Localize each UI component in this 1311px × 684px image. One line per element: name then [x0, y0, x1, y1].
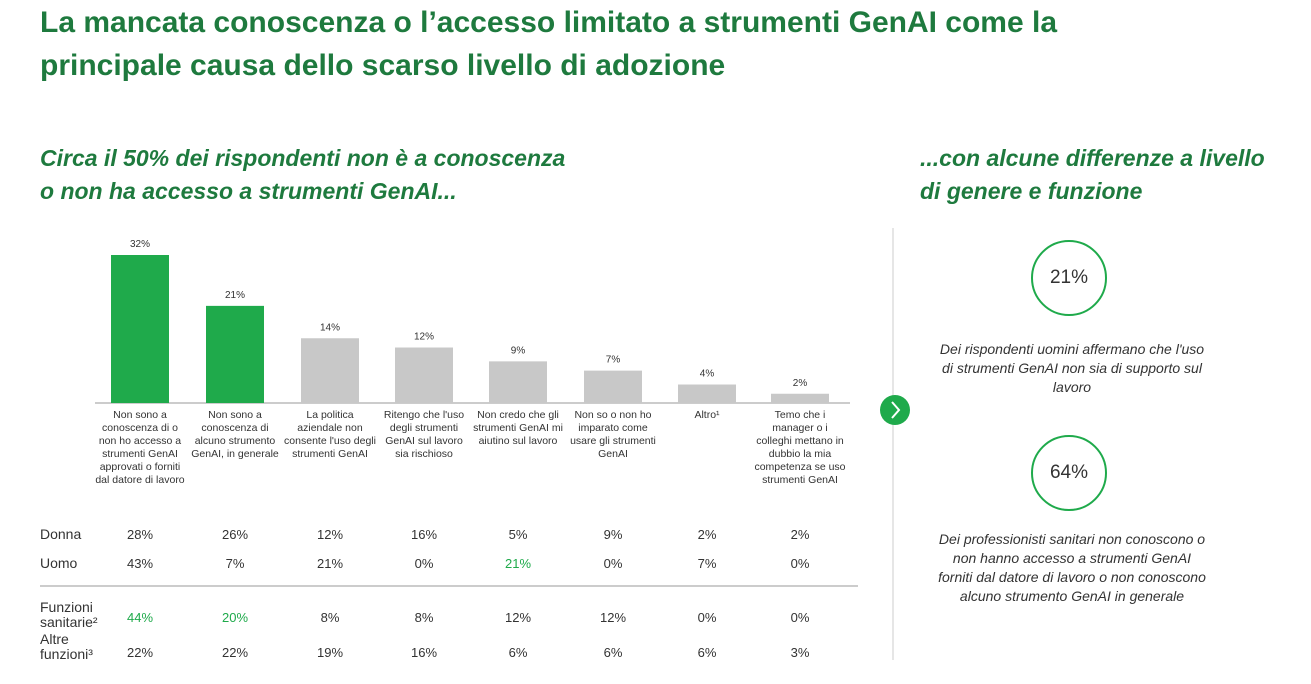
category-label: Altro¹ [694, 409, 720, 421]
right-heading: di genere e funzione [920, 178, 1143, 204]
table-cell: 7% [225, 556, 245, 571]
table-cell: 0% [790, 556, 810, 571]
bar [206, 305, 264, 403]
table-cell: 2% [697, 527, 717, 542]
table-cell: 12% [504, 610, 532, 625]
arrow-icon [891, 401, 901, 419]
row-label: Uomo [40, 555, 78, 571]
table-cell: 0% [697, 610, 717, 625]
value-label: 14% [320, 322, 340, 333]
left-heading: o non ha accesso a strumenti GenAI... [40, 178, 457, 204]
bar [111, 255, 169, 403]
value-label: 12% [414, 332, 434, 343]
right-heading: ...con alcune differenze a livello [920, 145, 1265, 171]
table-cell: 16% [410, 527, 438, 542]
table-cell: 21% [316, 556, 344, 571]
category-label: Temo che i manager o i colleghi mettano … [754, 409, 846, 486]
table-cell: 8% [414, 610, 434, 625]
title: principale causa dello scarso livello di… [40, 49, 726, 82]
row-label: Donna [40, 526, 82, 542]
table-cell: 16% [410, 645, 438, 660]
table-cell: 21% [504, 556, 532, 571]
stat-circle: 64% [1031, 435, 1107, 511]
table-cell: 2% [790, 527, 810, 542]
category-label: Non so o non ho imparato come usare gli … [570, 409, 656, 460]
bar [771, 393, 829, 403]
table-cell: 0% [790, 610, 810, 625]
table-cell: 28% [126, 527, 154, 542]
value-label: 32% [130, 239, 150, 250]
value-label: 4% [700, 369, 715, 380]
table-cell: 5% [508, 527, 528, 542]
bar [584, 370, 642, 403]
bar [678, 384, 736, 403]
bar [301, 338, 359, 403]
bar [395, 347, 453, 403]
value-label: 7% [606, 355, 621, 366]
category-label: Ritengo che l'uso degli strumenti GenAI … [383, 409, 465, 460]
table-cell: 8% [320, 610, 340, 625]
table-cell: 3% [790, 645, 810, 660]
table-cell: 6% [697, 645, 717, 660]
table-cell: 12% [599, 610, 627, 625]
value-label: 21% [225, 290, 245, 301]
table-cell: 0% [603, 556, 623, 571]
category-label: Non sono a conoscenza di o non ho access… [95, 409, 185, 486]
table-cell: 44% [126, 610, 154, 625]
table-cell: 22% [221, 645, 249, 660]
stat-text: Dei professionisti sanitari non conoscon… [938, 531, 1206, 604]
table-cell: 6% [603, 645, 623, 660]
table-cell: 0% [414, 556, 434, 571]
table-cell: 26% [221, 527, 249, 542]
arrow-icon [880, 395, 910, 425]
table-cell: 6% [508, 645, 528, 660]
stat-text: Dei rispondenti uomini affermano che l'u… [939, 341, 1205, 395]
table-cell: 19% [316, 645, 344, 660]
bar [489, 361, 547, 403]
row-label: Funzioni sanitarie² [40, 599, 98, 630]
table-cell: 9% [603, 527, 623, 542]
left-heading: Circa il 50% dei rispondenti non è a con… [40, 145, 566, 171]
value-label: 9% [511, 345, 526, 356]
table-cell: 22% [126, 645, 154, 660]
category-label: Non sono a conoscenza di alcuno strument… [191, 409, 279, 460]
table-cell: 20% [221, 610, 249, 625]
category-label: La politica aziendale non consente l'uso… [284, 409, 376, 460]
table-cell: 7% [697, 556, 717, 571]
title: La mancata conoscenza o l’accesso limita… [40, 6, 1058, 39]
category-label: Non credo che gli strumenti GenAI mi aiu… [473, 409, 563, 447]
value-label: 2% [793, 378, 808, 389]
row-label: Altre funzioni³ [40, 631, 93, 662]
stat-circle: 21% [1031, 240, 1107, 316]
table-cell: 43% [126, 556, 154, 571]
table-cell: 12% [316, 527, 344, 542]
